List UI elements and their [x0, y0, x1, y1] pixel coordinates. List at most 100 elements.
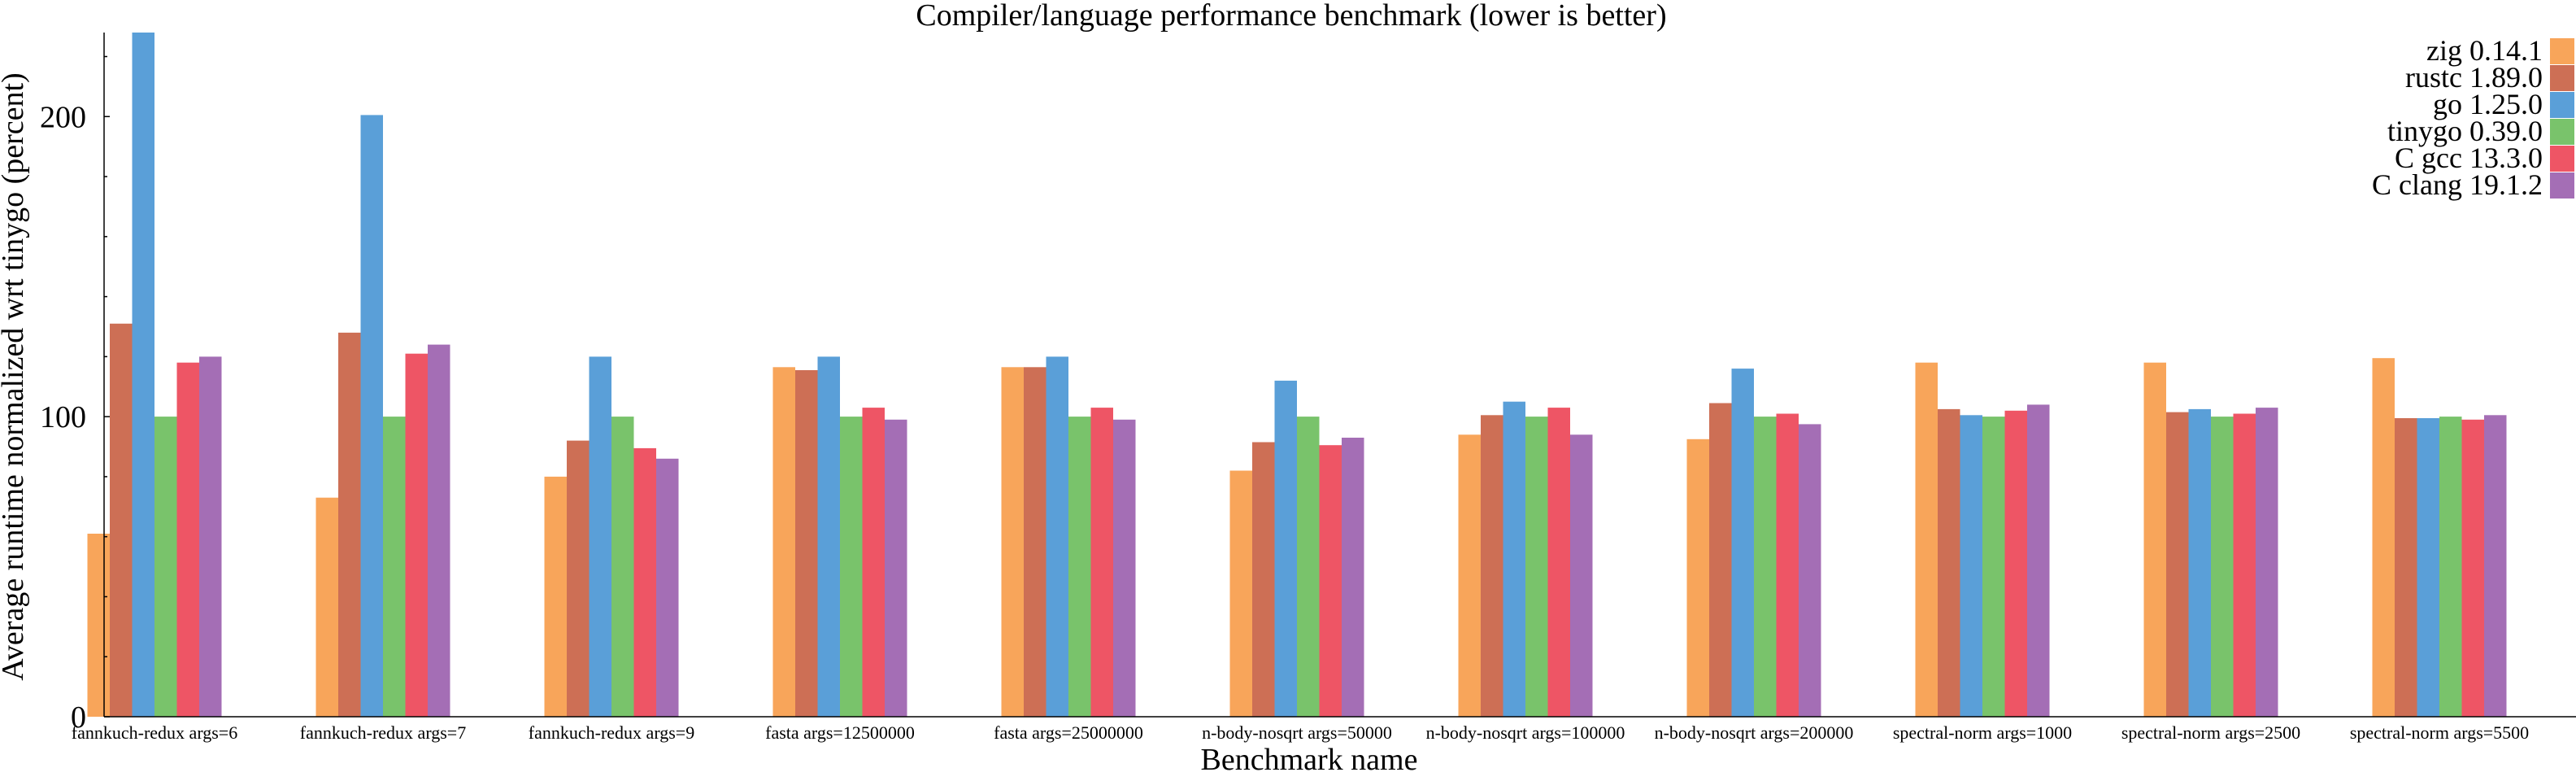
y-axis-label: Average runtime normalized wrt tinygo (p…: [0, 72, 30, 680]
bar: [405, 353, 428, 717]
bar: [2188, 408, 2211, 717]
bar: [1229, 470, 1252, 717]
legend-swatch: [2550, 92, 2574, 118]
bar: [154, 417, 177, 717]
bar: [656, 458, 679, 717]
bar: [132, 33, 154, 717]
legend-swatch: [2550, 146, 2574, 172]
legend-label: C clang 19.1.2: [2372, 168, 2543, 201]
bar: [1503, 401, 1525, 717]
bar: [2143, 362, 2166, 717]
bar: [2233, 413, 2256, 717]
bar: [1297, 417, 1320, 717]
bar: [2439, 417, 2462, 717]
x-tick-label: n-body-nosqrt args=50000: [1202, 722, 1392, 743]
bar: [1776, 413, 1799, 717]
bar: [633, 447, 656, 717]
bar: [176, 362, 199, 717]
x-axis-label: Benchmark name: [1201, 743, 1418, 777]
bar: [2395, 418, 2417, 717]
bar: [383, 417, 406, 717]
y-tick-label: 200: [40, 100, 86, 134]
bar: [2417, 418, 2439, 717]
bar: [315, 497, 338, 717]
legend-swatch: [2550, 65, 2574, 91]
bar: [2372, 358, 2395, 717]
x-tick-label: spectral-norm args=5500: [2350, 722, 2529, 743]
bar: [795, 370, 818, 717]
legend-label: go 1.25.0: [2433, 88, 2543, 120]
legend-label: C gcc 13.3.0: [2395, 142, 2543, 174]
bar: [589, 356, 611, 717]
bar: [1686, 438, 1709, 717]
bar: [338, 332, 361, 717]
bar: [772, 367, 795, 717]
x-tick-label: fannkuch-redux args=9: [529, 722, 694, 743]
x-tick-label: n-body-nosqrt args=100000: [1426, 722, 1625, 743]
x-tick-label: n-body-nosqrt args=200000: [1655, 722, 1854, 743]
bar: [567, 440, 590, 717]
x-tick-label: spectral-norm args=1000: [1893, 722, 2072, 743]
x-tick-label: spectral-norm args=2500: [2121, 722, 2300, 743]
bar: [2211, 417, 2234, 717]
legend-swatch: [2550, 38, 2574, 64]
bar: [1547, 408, 1570, 717]
bar: [1915, 362, 1938, 717]
bar: [1960, 415, 1982, 717]
bar: [110, 323, 133, 717]
bar: [544, 476, 567, 717]
bar: [1799, 424, 1821, 717]
bar: [840, 417, 863, 717]
bar: [1731, 369, 1754, 717]
bar: [1090, 408, 1113, 717]
bar: [1024, 367, 1046, 717]
bar: [1754, 417, 1777, 717]
x-tick-label: fasta args=25000000: [994, 722, 1143, 743]
legend-label: tinygo 0.39.0: [2387, 115, 2543, 147]
bar: [1982, 417, 2005, 717]
bar: [1938, 408, 1960, 717]
bar: [2027, 404, 2050, 717]
bar: [2004, 410, 2027, 717]
y-ticks-group: 0 100 200: [40, 55, 110, 735]
bar: [611, 417, 634, 717]
bar: [862, 408, 885, 717]
bar: [1481, 415, 1503, 717]
x-tick-labels-group: fannkuch-redux args=6 fannkuch-redux args…: [72, 722, 2529, 743]
bar: [1252, 442, 1275, 717]
y-tick-label: 0: [71, 700, 86, 735]
bars-group: [87, 33, 2507, 717]
y-tick-label: 100: [40, 400, 86, 434]
bar: [2461, 419, 2484, 717]
legend-label: zig 0.14.1: [2426, 34, 2543, 67]
bar: [1046, 356, 1068, 717]
bar: [1709, 403, 1732, 717]
chart-title: Compiler/language performance benchmark …: [916, 0, 1666, 33]
bar: [817, 356, 840, 717]
x-tick-label: fasta args=12500000: [765, 722, 915, 743]
bar: [199, 356, 222, 717]
x-tick-label: fannkuch-redux args=7: [300, 722, 466, 743]
legend-label: rustc 1.89.0: [2405, 61, 2543, 94]
bar: [1570, 434, 1593, 717]
bar: [885, 419, 907, 717]
bar: [428, 344, 450, 717]
bar: [1274, 380, 1297, 717]
bar: [2256, 408, 2278, 717]
bar: [2166, 412, 2189, 717]
bar: [1113, 419, 1136, 717]
bar: [1001, 367, 1024, 717]
bar: [87, 534, 110, 717]
bar: [1068, 417, 1091, 717]
bar: [1525, 417, 1548, 717]
bar: [1342, 438, 1364, 717]
legend-swatch: [2550, 119, 2574, 145]
x-tick-label: fannkuch-redux args=6: [72, 722, 237, 743]
legend-swatch: [2550, 172, 2574, 199]
bar: [1458, 434, 1481, 717]
bar: [1319, 445, 1342, 717]
bar: [360, 115, 383, 717]
bar: [2484, 415, 2507, 717]
